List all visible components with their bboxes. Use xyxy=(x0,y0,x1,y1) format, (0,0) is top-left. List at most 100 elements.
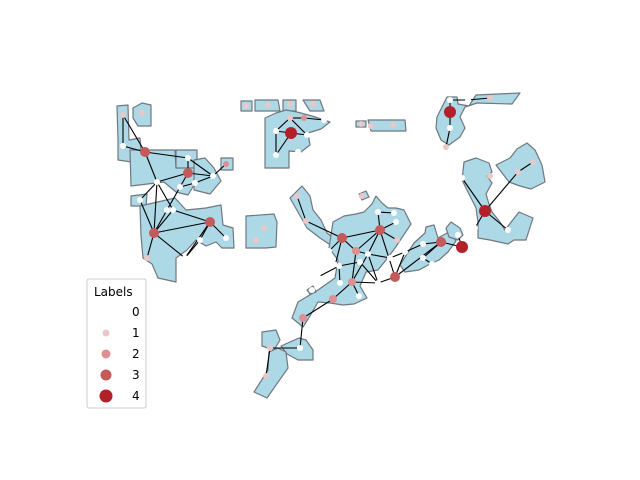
region-polygon xyxy=(495,142,546,190)
graph-node xyxy=(287,115,293,121)
legend-label: 2 xyxy=(132,347,140,361)
graph-edge xyxy=(404,243,424,253)
graph-node xyxy=(139,110,145,116)
graph-edge xyxy=(275,117,291,132)
legend-marker xyxy=(103,309,109,315)
graph-edge xyxy=(139,181,158,201)
region-polygons xyxy=(116,92,546,399)
region-polygon xyxy=(139,197,235,283)
graph-edge xyxy=(517,161,534,173)
region-polygon xyxy=(253,347,289,399)
graph-node xyxy=(472,225,478,231)
graph-edge xyxy=(355,229,381,252)
graph-node xyxy=(337,280,343,286)
graph-edge xyxy=(153,221,211,234)
graph-edge xyxy=(299,317,304,349)
graph-node xyxy=(273,152,279,158)
graph-edge xyxy=(289,117,308,136)
region-polygon xyxy=(261,329,281,351)
graph-edge xyxy=(351,253,369,283)
graph-node xyxy=(183,168,193,178)
graph-node xyxy=(192,180,198,186)
graph-edge xyxy=(359,261,379,284)
graph-node xyxy=(387,255,393,261)
graph-node xyxy=(140,147,150,157)
graph-node xyxy=(393,219,399,225)
graph-node xyxy=(394,237,400,243)
graph-edge xyxy=(379,229,396,278)
graph-node xyxy=(315,274,321,280)
graph-edge xyxy=(153,232,186,259)
graph-node xyxy=(356,293,362,299)
region-polygon xyxy=(289,185,341,249)
graph-edge xyxy=(139,199,155,234)
graph-node xyxy=(365,251,371,257)
graph-edge xyxy=(367,253,391,259)
graph-node xyxy=(336,263,342,269)
graph-node xyxy=(285,127,297,139)
graph-edge xyxy=(302,298,334,319)
graph-node xyxy=(309,287,315,293)
graph-node xyxy=(299,314,307,322)
graph-node xyxy=(273,128,279,134)
graph-node xyxy=(465,97,471,103)
graph-node xyxy=(459,175,465,181)
graph-edge xyxy=(296,195,307,222)
graph-node xyxy=(301,115,307,121)
graph-node xyxy=(402,249,408,255)
graph-edge xyxy=(166,186,181,211)
graph-node xyxy=(530,159,536,165)
graph-node xyxy=(357,259,363,265)
graph-node xyxy=(359,193,365,199)
graph-node xyxy=(487,95,493,101)
region-polygon xyxy=(280,337,314,361)
graph-edge xyxy=(461,177,486,212)
graph-node xyxy=(390,272,400,282)
graph-node xyxy=(267,345,273,351)
graph-node xyxy=(479,205,491,217)
graph-node xyxy=(253,237,259,243)
graph-edge xyxy=(341,229,381,239)
graph-edge xyxy=(305,220,343,239)
graph-node xyxy=(182,255,188,261)
graph-node xyxy=(154,179,160,185)
graph-node xyxy=(326,248,332,254)
graph-node xyxy=(420,255,426,261)
graph-node xyxy=(144,255,150,261)
graph-node xyxy=(265,102,271,108)
region-polygon xyxy=(445,221,464,241)
graph-node xyxy=(443,144,449,150)
graph-edge xyxy=(484,171,519,212)
graph-edge xyxy=(156,172,189,183)
legend: Labels 0 1 2 3 4 xyxy=(86,278,147,409)
graph-edge xyxy=(351,281,379,284)
legend-label: 3 xyxy=(132,368,140,382)
legend-marker xyxy=(102,329,110,337)
graph-nodes xyxy=(120,95,536,379)
graph-node xyxy=(456,241,468,253)
graph-node xyxy=(210,173,216,179)
legend-title: Labels xyxy=(94,285,133,299)
graph-node xyxy=(149,228,159,238)
graph-node xyxy=(223,235,229,241)
graph-node xyxy=(358,121,364,127)
graph-node xyxy=(197,237,203,243)
graph-edge xyxy=(265,347,271,377)
graph-node xyxy=(337,233,347,243)
graph-node xyxy=(447,125,453,131)
graph-edge xyxy=(144,151,158,183)
graph-node xyxy=(505,227,511,233)
graph-node xyxy=(137,197,143,203)
graph-node xyxy=(120,112,126,118)
legend-label: 0 xyxy=(132,305,140,319)
graph-node xyxy=(303,218,309,224)
graph-edge xyxy=(332,281,353,300)
graph-node xyxy=(120,143,126,149)
legend-marker xyxy=(99,389,113,403)
legend-marker xyxy=(101,349,111,359)
graph-node xyxy=(436,237,446,247)
graph-node xyxy=(329,295,337,303)
graph-node xyxy=(310,101,316,107)
graph-edge xyxy=(194,175,214,184)
